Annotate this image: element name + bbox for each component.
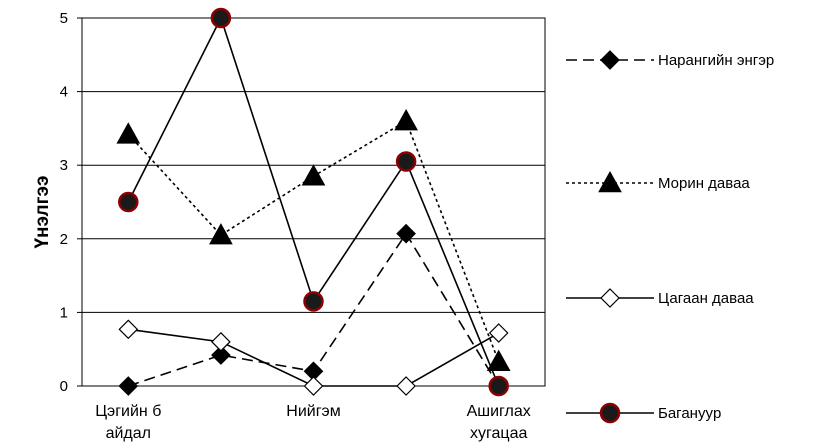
x-tick-label: хугацаа <box>470 425 527 442</box>
series-0-point <box>396 223 416 244</box>
legend-marker <box>598 170 622 193</box>
series-2-point <box>396 376 416 396</box>
series-3-point <box>395 151 417 172</box>
y-tick-label: 2 <box>60 231 68 248</box>
series-3-point <box>210 7 232 29</box>
legend-marker <box>599 402 621 424</box>
series-3-point <box>118 191 139 213</box>
legend-label: Нарангийн энгэр <box>658 52 774 69</box>
series-1-point <box>116 122 141 144</box>
x-tick-label: Цэгийн б <box>95 403 161 420</box>
y-tick-label: 0 <box>60 378 68 395</box>
series-0-point <box>211 345 231 365</box>
y-tick-label: 4 <box>60 84 68 101</box>
legend-marker <box>600 288 620 308</box>
series-3-point <box>488 375 509 397</box>
series-1-point <box>394 109 418 131</box>
legend-marker <box>600 50 620 70</box>
series-0-point <box>118 376 139 396</box>
legend-label: Баганууp <box>658 405 721 422</box>
x-tick-label: Ашиглах <box>467 403 531 420</box>
y-tick-label: 5 <box>60 10 68 27</box>
series-2-point <box>303 376 324 396</box>
x-tick-label: айдал <box>106 425 151 442</box>
legend-label: Морин даваа <box>658 175 750 192</box>
plot-area <box>82 18 545 386</box>
series-1-point <box>301 164 326 186</box>
series-2-point <box>211 331 231 352</box>
y-tick-label: 1 <box>60 304 68 321</box>
series-3-point <box>303 291 324 312</box>
x-tick-label: Нийгэм <box>286 403 340 420</box>
series-1-point <box>486 349 511 372</box>
legend-label: Цагаан даваа <box>658 290 754 307</box>
series-2-point <box>118 319 139 340</box>
y-tick-label: 3 <box>60 157 68 174</box>
series-2-point <box>488 323 509 343</box>
y-axis-title: Үнэлгээ <box>32 175 53 248</box>
series-1-point <box>209 223 233 245</box>
